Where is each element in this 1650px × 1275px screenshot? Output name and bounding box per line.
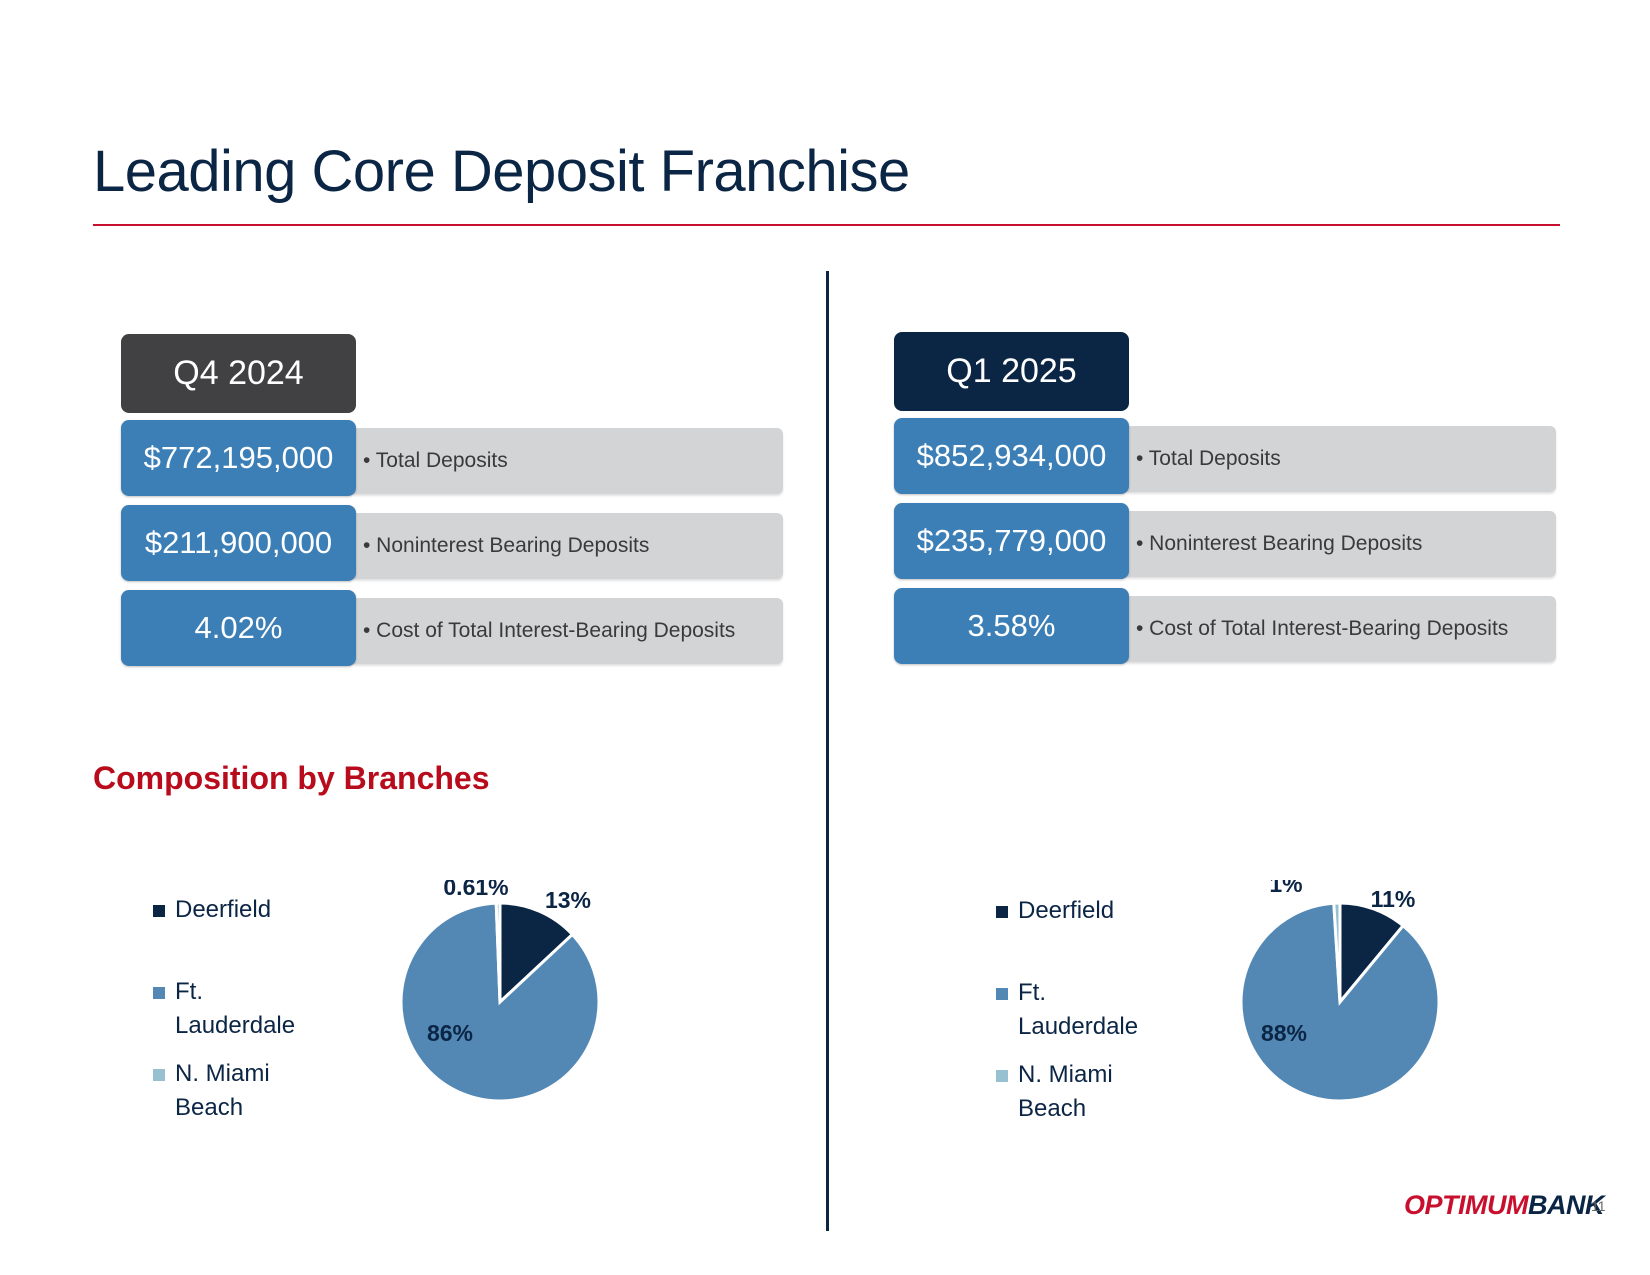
- pie-slice-n-miami-beach: [1332, 901, 1342, 1003]
- pie-label-n-miami-beach: 1%: [1269, 880, 1302, 897]
- metric-row-cost-of-deposits: • Cost of Total Interest-Bearing Deposit…: [121, 590, 783, 666]
- legend-swatch: [996, 988, 1008, 1000]
- metric-row-total-deposits: • Total Deposits $772,195,000: [121, 420, 783, 496]
- metric-label: • Cost of Total Interest-Bearing Deposit…: [363, 619, 736, 642]
- legend-label: Deerfield: [175, 896, 272, 923]
- logo-part-optimum: OPTIMUM: [1404, 1190, 1529, 1220]
- legend-label: Ft. Lauderdale: [175, 978, 296, 1039]
- panel-q1-2025: Q1 2025 • Total Deposits $852,934,000 • …: [894, 332, 1556, 672]
- pie-slice-ft-lauderdale: [399, 901, 601, 1103]
- metric-label-bar: • Cost of Total Interest-Bearing Deposit…: [351, 598, 783, 664]
- pie-chart-q1-2025: 11% 88% 1%: [1239, 880, 1441, 1103]
- metric-label-bar: • Total Deposits: [351, 428, 783, 494]
- legend-item-n-miami-beach: N. Miami Beach: [153, 1057, 285, 1125]
- metric-label-bar: • Cost of Total Interest-Bearing Deposit…: [1124, 596, 1556, 662]
- quarter-tab: Q1 2025: [894, 332, 1129, 411]
- legend-swatch: [996, 906, 1008, 918]
- metric-label: • Total Deposits: [363, 449, 508, 472]
- page-title: Leading Core Deposit Franchise: [93, 139, 910, 204]
- legend-item-deerfield: Deerfield: [153, 893, 325, 927]
- legend-label: Deerfield: [1018, 897, 1115, 924]
- panel-q4-2024: Q4 2024 • Total Deposits $772,195,000 • …: [121, 334, 783, 674]
- metric-value: 3.58%: [894, 588, 1129, 664]
- section-title: Composition by Branches: [93, 760, 490, 796]
- legend-item-n-miami-beach: N. Miami Beach: [996, 1058, 1128, 1126]
- legend-label: Ft. Lauderdale: [1018, 979, 1139, 1040]
- metric-value: $235,779,000: [894, 503, 1129, 579]
- pie-label-ft-lauderdale: 88%: [1261, 1020, 1307, 1046]
- metric-row-noninterest-deposits: • Noninterest Bearing Deposits $235,779,…: [894, 503, 1556, 579]
- legend-label: N. Miami Beach: [1018, 1061, 1113, 1122]
- metric-label: • Noninterest Bearing Deposits: [1136, 532, 1423, 555]
- pie-label-ft-lauderdale: 86%: [427, 1020, 473, 1046]
- metric-label: • Cost of Total Interest-Bearing Deposit…: [1136, 617, 1509, 640]
- legend-swatch: [153, 987, 165, 999]
- legend-label: N. Miami Beach: [175, 1060, 270, 1121]
- quarter-tab: Q4 2024: [121, 334, 356, 413]
- metric-label-bar: • Noninterest Bearing Deposits: [351, 513, 783, 579]
- metric-label-bar: • Noninterest Bearing Deposits: [1124, 511, 1556, 577]
- logo-part-bank: BANK: [1528, 1190, 1605, 1220]
- title-rule: [93, 224, 1560, 226]
- pie-chart-q4-2024: 13% 86% 0.61%: [399, 880, 601, 1103]
- pie-slice-ft-lauderdale: [1239, 901, 1441, 1103]
- pie-label-n-miami-beach: 0.61%: [443, 880, 508, 900]
- vertical-divider: [826, 271, 829, 1231]
- metric-value: $211,900,000: [121, 505, 356, 581]
- metric-label-bar: • Total Deposits: [1124, 426, 1556, 492]
- metric-label: • Total Deposits: [1136, 447, 1281, 470]
- metric-value: $772,195,000: [121, 420, 356, 496]
- page-number: 11: [1591, 1198, 1606, 1214]
- legend-swatch: [153, 1069, 165, 1081]
- metric-row-total-deposits: • Total Deposits $852,934,000: [894, 418, 1556, 494]
- pie-label-deerfield: 13%: [545, 887, 591, 913]
- legend-item-ft-lauderdale: Ft. Lauderdale: [996, 976, 1158, 1044]
- legend-item-ft-lauderdale: Ft. Lauderdale: [153, 975, 315, 1043]
- legend-item-deerfield: Deerfield: [996, 894, 1168, 928]
- legend-swatch: [996, 1070, 1008, 1082]
- optimumbank-logo: OPTIMUMBANK: [1404, 1190, 1605, 1221]
- metric-row-noninterest-deposits: • Noninterest Bearing Deposits $211,900,…: [121, 505, 783, 581]
- pie-slice-n-miami-beach: [494, 901, 502, 1003]
- metric-row-cost-of-deposits: • Cost of Total Interest-Bearing Deposit…: [894, 588, 1556, 664]
- pie-label-deerfield: 11%: [1371, 886, 1416, 912]
- metric-label: • Noninterest Bearing Deposits: [363, 534, 650, 557]
- pie-slice-deerfield: [498, 901, 575, 1006]
- metric-value: $852,934,000: [894, 418, 1129, 494]
- legend-swatch: [153, 905, 165, 917]
- metric-value: 4.02%: [121, 590, 356, 666]
